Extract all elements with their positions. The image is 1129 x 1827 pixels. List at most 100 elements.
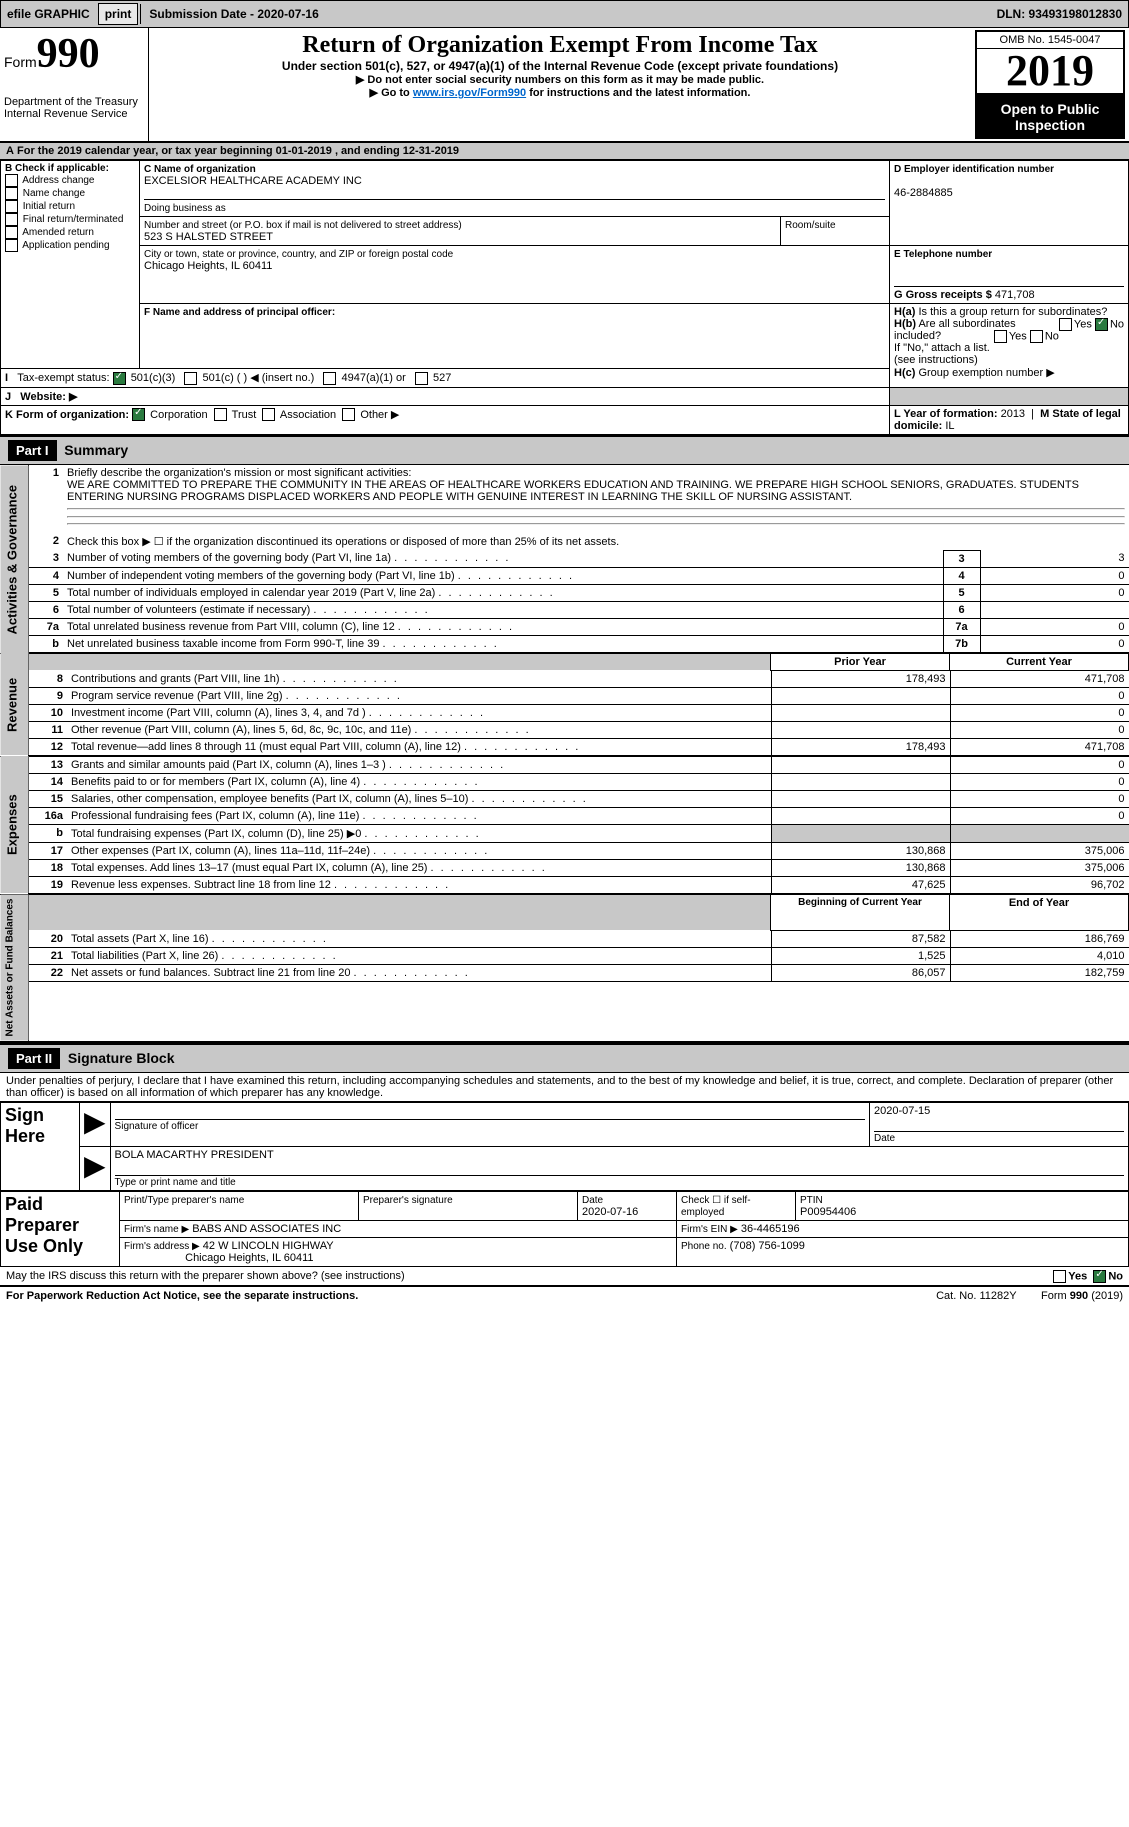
gov-label: Activities & Governance — [0, 465, 29, 654]
instructions-link[interactable]: www.irs.gov/Form990 — [413, 87, 526, 99]
firm-addr1: 42 W LINCOLN HIGHWAY — [203, 1240, 334, 1252]
hb-no[interactable] — [1030, 330, 1043, 343]
efile-label: efile GRAPHIC — [1, 4, 96, 24]
officer-name: BOLA MACARTHY PRESIDENT — [115, 1149, 274, 1161]
curr-year-hdr: Current Year — [950, 653, 1129, 670]
sig-label: Signature of officer — [115, 1121, 199, 1132]
hc-text: Group exemption number ▶ — [918, 367, 1054, 379]
box-b-title: B Check if applicable: — [5, 163, 135, 174]
k-trust[interactable] — [214, 408, 227, 421]
prep-c1: Print/Type preparer's name — [124, 1195, 244, 1206]
year-formation: 2013 — [1001, 408, 1025, 420]
i-4947[interactable] — [323, 372, 336, 385]
paperwork: For Paperwork Reduction Act Notice, see … — [6, 1290, 358, 1302]
part2-hdr: Part II — [8, 1048, 60, 1069]
header-block: Form990 Department of the Treasury Inter… — [0, 28, 1129, 141]
form-number: 990 — [37, 31, 100, 77]
sign-here: Sign Here — [1, 1102, 80, 1190]
sign-here-block: Sign Here ▶ Signature of officer 2020-07… — [0, 1102, 1129, 1191]
declaration: Under penalties of perjury, I declare th… — [0, 1073, 1129, 1102]
box-b-item: Application pending — [5, 239, 135, 252]
box-d-label: D Employer identification number — [894, 164, 1054, 175]
begin-year-hdr: Beginning of Current Year — [771, 894, 950, 930]
discuss-no[interactable] — [1093, 1270, 1106, 1283]
year-box: OMB No. 1545-0047 2019 — [975, 30, 1125, 95]
box-c-label: C Name of organization — [144, 164, 256, 175]
hb-yes[interactable] — [994, 330, 1007, 343]
firm-label: Firm's name ▶ — [124, 1224, 189, 1235]
tax-year: 2019 — [977, 49, 1123, 93]
mission: WE ARE COMMITTED TO PREPARE THE COMMUNIT… — [67, 479, 1079, 503]
form-prefix: Form — [4, 54, 37, 70]
i-501c3[interactable] — [113, 372, 126, 385]
print-button[interactable]: print — [98, 3, 139, 25]
l2-text: Check this box ▶ ☐ if the organization d… — [63, 533, 1129, 550]
prep-date: 2020-07-16 — [582, 1206, 638, 1218]
dept: Department of the Treasury Internal Reve… — [4, 96, 144, 120]
box-e-label: E Telephone number — [894, 249, 992, 260]
k-assoc[interactable] — [262, 408, 275, 421]
ha-no-label: No — [1110, 318, 1124, 330]
form-subtitle: Under section 501(c), 527, or 4947(a)(1)… — [159, 59, 961, 73]
note-ssn: ▶ Do not enter social security numbers o… — [159, 73, 961, 86]
open-inspection: Open to Public Inspection — [975, 95, 1125, 139]
prep-c3: Date — [582, 1195, 603, 1206]
discuss-text: May the IRS discuss this return with the… — [6, 1270, 405, 1282]
submission-date: Submission Date - 2020-07-16 — [140, 4, 324, 24]
room-label: Room/suite — [785, 220, 836, 231]
firm-ein-label: Firm's EIN ▶ — [681, 1224, 738, 1235]
note-goto-pre: ▶ Go to — [370, 87, 413, 99]
phone-label: Phone no. — [681, 1241, 727, 1252]
rev-label: Revenue — [0, 653, 29, 756]
note-goto-post: for instructions and the latest informat… — [526, 87, 750, 99]
firm-addr-label: Firm's address ▶ — [124, 1241, 200, 1252]
k-corp[interactable] — [132, 408, 145, 421]
part1-table: Activities & Governance 1 Briefly descri… — [0, 465, 1129, 1043]
discuss-yes[interactable] — [1053, 1270, 1066, 1283]
entity-info: B Check if applicable: Address change Na… — [0, 160, 1129, 435]
box-b-item: Initial return — [5, 200, 135, 213]
ha-yes[interactable] — [1059, 318, 1072, 331]
topbar: efile GRAPHIC print Submission Date - 20… — [0, 0, 1129, 28]
firm-ein: 36-4465196 — [741, 1223, 800, 1235]
prep-c5: PTIN — [800, 1195, 823, 1206]
paid-prep: Paid Preparer Use Only — [1, 1191, 120, 1266]
ptin: P00954406 — [800, 1206, 856, 1218]
box-b-item: Final return/terminated — [5, 213, 135, 226]
state-domicile: IL — [945, 420, 954, 432]
sig-date-label: Date — [874, 1133, 895, 1144]
box-b-item: Name change — [5, 187, 135, 200]
prep-c4: Check ☐ if self-employed — [681, 1195, 751, 1218]
box-b-item: Amended return — [5, 226, 135, 239]
box-i-label: Tax-exempt status: — [17, 372, 109, 384]
gross-receipts: 471,708 — [995, 289, 1035, 301]
dln: DLN: 93493198012830 — [991, 4, 1128, 24]
l1-text: Briefly describe the organization's miss… — [67, 467, 411, 479]
ha-text: Is this a group return for subordinates? — [918, 306, 1107, 318]
part1-hdr: Part I — [8, 440, 57, 461]
prior-year-hdr: Prior Year — [771, 653, 950, 670]
firm-name: BABS AND ASSOCIATES INC — [192, 1223, 341, 1235]
k-other[interactable] — [342, 408, 355, 421]
net-label: Net Assets or Fund Balances — [0, 894, 29, 1042]
street: 523 S HALSTED STREET — [144, 231, 273, 243]
preparer-block: Paid Preparer Use Only Print/Type prepar… — [0, 1191, 1129, 1267]
ha-no[interactable] — [1095, 318, 1108, 331]
box-b-item: Address change — [5, 174, 135, 187]
box-j-label: Website: ▶ — [20, 391, 77, 403]
part2-title: Signature Block — [68, 1050, 175, 1066]
box-l-label: L Year of formation: — [894, 408, 998, 420]
officer-name-label: Type or print name and title — [115, 1177, 236, 1188]
city-label: City or town, state or province, country… — [144, 249, 453, 260]
exp-label: Expenses — [0, 756, 29, 894]
street-label: Number and street (or P.O. box if mail i… — [144, 220, 462, 231]
cat-no: Cat. No. 11282Y — [936, 1290, 1017, 1302]
ein: 46-2884885 — [894, 187, 953, 199]
section-a: For the 2019 calendar year, or tax year … — [17, 145, 459, 157]
i-501c[interactable] — [184, 372, 197, 385]
form-footer: Form 990 (2019) — [1041, 1290, 1123, 1302]
i-527[interactable] — [415, 372, 428, 385]
end-year-hdr: End of Year — [950, 894, 1129, 930]
dba-label: Doing business as — [144, 203, 226, 214]
prep-c2: Preparer's signature — [363, 1195, 453, 1206]
